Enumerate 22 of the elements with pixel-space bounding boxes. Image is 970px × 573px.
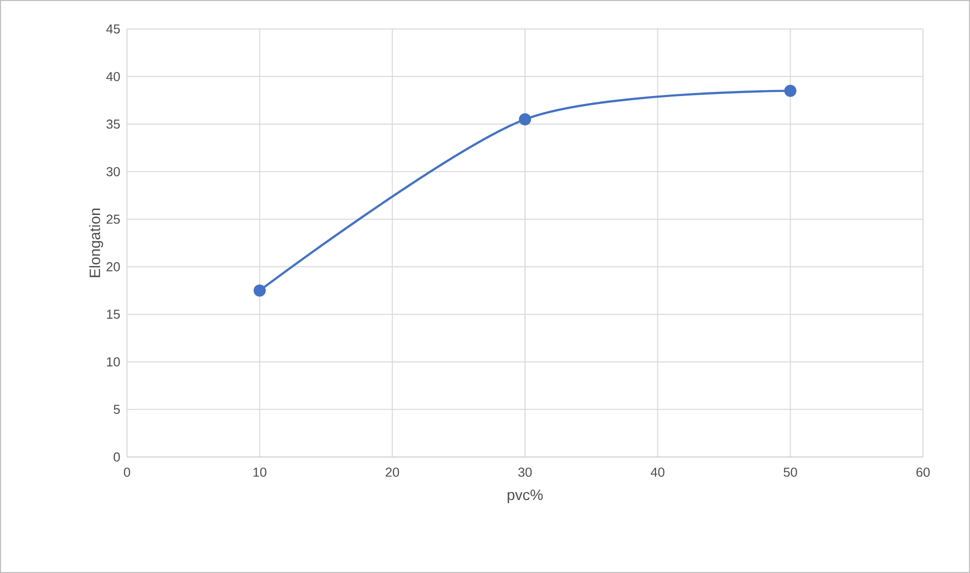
y-tick-label: 25	[106, 214, 120, 224]
x-tick-label: 10	[253, 468, 266, 477]
y-tick-label: 10	[106, 357, 120, 366]
x-tick-label: 0	[124, 468, 130, 477]
y-tick-label: 40	[106, 72, 120, 82]
point	[784, 84, 796, 97]
x-axis-title: pvc%	[508, 490, 543, 504]
y-tick-label: 15	[106, 310, 120, 319]
point	[254, 284, 266, 297]
y-tick-label: 5	[114, 404, 120, 414]
y-tick-label: 20	[106, 262, 120, 272]
x-tick-label: 40	[650, 468, 664, 477]
x-tick-label: 20	[386, 468, 400, 477]
point	[518, 113, 532, 126]
y-tick-label: 0	[114, 452, 120, 462]
y-tick-label: 30	[106, 167, 120, 176]
y-axis-title: Elongation	[89, 208, 104, 278]
x-tick-label: 50	[784, 468, 798, 477]
x-tick-label: 30	[518, 468, 532, 477]
y-tick-label: 35	[106, 120, 120, 129]
y-tick-label: 45	[106, 24, 120, 34]
x-tick-label: 60	[916, 468, 930, 477]
